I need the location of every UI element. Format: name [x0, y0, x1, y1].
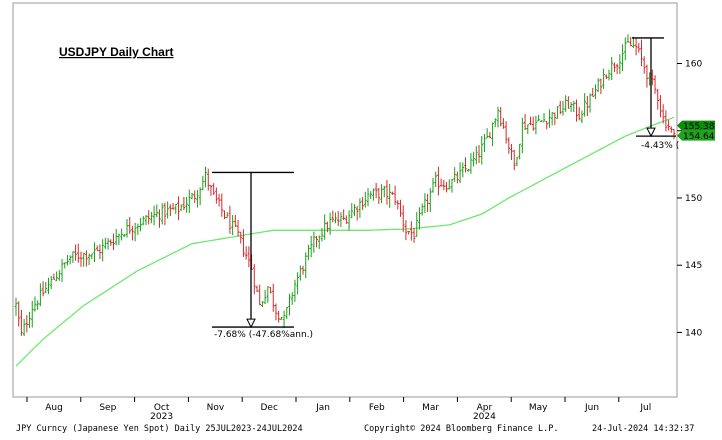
- y-tick-label: 160: [685, 60, 702, 70]
- x-year-label: 2023: [150, 412, 173, 422]
- annotation-label: -7.68% (-47.68%ann.): [214, 330, 313, 340]
- annotation-arrowhead: [646, 127, 656, 138]
- x-tick-label: Oct: [154, 403, 170, 413]
- annotation-label: -4.43% (: [641, 141, 679, 151]
- chart-title: USDJPY Daily Chart: [59, 45, 174, 59]
- x-tick-label: Apr: [477, 403, 493, 413]
- last-price-label: 155.38: [683, 122, 715, 132]
- x-tick-label: Dec: [260, 403, 277, 413]
- x-tick-label: Jan: [315, 403, 330, 413]
- footer-copyright: Copyright© 2024 Bloomberg Finance L.P.: [364, 424, 559, 434]
- plot-frame: [12, 2, 678, 398]
- x-year-label: 2024: [473, 412, 496, 422]
- x-tick-label: Jun: [584, 403, 599, 413]
- annotation-arrowhead: [246, 318, 256, 329]
- x-tick-label: Nov: [207, 403, 225, 413]
- last-price-tag: [677, 130, 715, 141]
- y-tick-label: 150: [685, 194, 702, 204]
- y-tick-label: 145: [685, 261, 702, 271]
- x-tick-label: Mar: [422, 403, 439, 413]
- last-price-tag: [677, 120, 715, 131]
- x-tick-label: Jul: [639, 403, 651, 413]
- x-tick-label: Aug: [45, 403, 63, 413]
- footer-security-info: JPY Curncy (Japanese Yen Spot) Daily 25J…: [16, 424, 303, 434]
- footer-timestamp: 24-Jul-2024 14:32:37: [592, 424, 695, 434]
- last-price-label: 154.64: [683, 132, 715, 142]
- y-tick-label: 140: [685, 328, 702, 338]
- moving-average-line: [15, 116, 675, 367]
- x-tick-label: May: [529, 403, 548, 413]
- x-tick-label: Feb: [369, 403, 385, 413]
- x-tick-label: Sep: [99, 403, 116, 413]
